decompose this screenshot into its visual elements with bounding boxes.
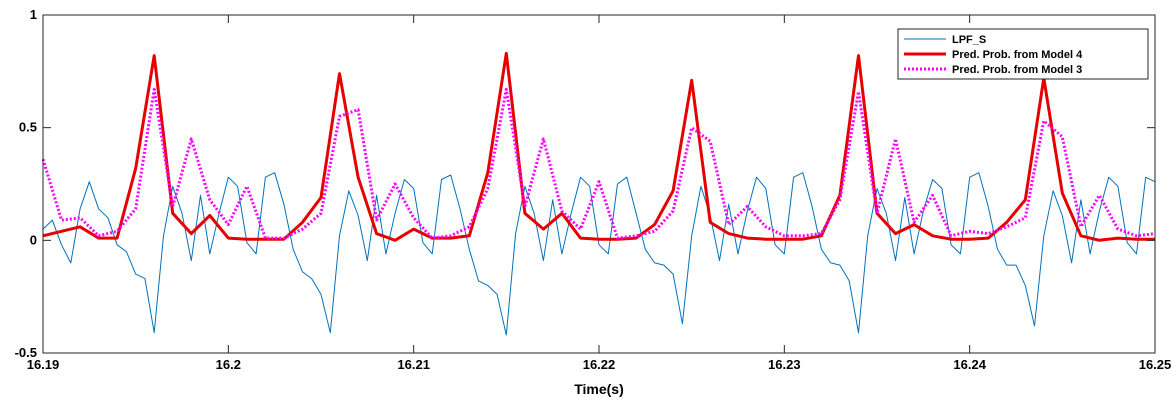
legend-label-3: Pred. Prob. from Model 3 [952,64,1082,76]
x-tick-label: 16.21 [397,357,430,372]
x-tick-label: 16.19 [27,357,60,372]
series-line-2 [42,51,1155,242]
legend-label-2: Pred. Prob. from Model 4 [952,49,1083,61]
series-line-1 [42,172,1156,336]
x-tick-label: 16.2 [216,357,241,372]
x-tick-label: 16.22 [583,357,616,372]
legend: LPF_S Pred. Prob. from Model 4 Pred. Prob.… [897,28,1149,80]
x-tick-label: 16.25 [1139,357,1172,372]
x-axis-label: Time(s) [574,381,624,397]
ticks-layer: 16.19 16.2 16.21 16.22 16.23 16.24 16.25 -0.5 0 0… [15,7,1172,372]
x-tick-label: 16.24 [953,357,986,372]
y-tick-label: 0 [30,232,37,247]
x-tick-label: 16.23 [768,357,801,372]
y-tick-label: 0.5 [19,120,37,135]
y-tick-label: -0.5 [15,345,37,360]
y-tick-label: 1 [30,7,37,22]
series-layer [41,51,1156,336]
legend-label-1: LPF_S [952,34,986,46]
series-line-3 [41,87,1156,240]
